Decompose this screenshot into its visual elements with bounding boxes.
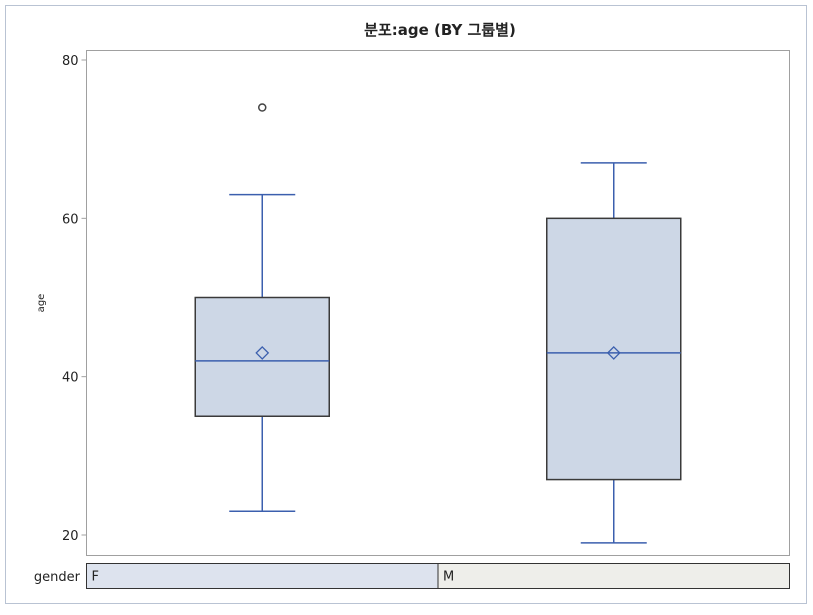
chart-title: 분포:age (BY 그룹별) xyxy=(364,21,516,39)
y-axis-label: age xyxy=(36,294,47,313)
y-axis-ticks: 20 40 60 80 xyxy=(62,54,87,544)
group-cell-M xyxy=(437,563,790,589)
plot-area xyxy=(86,50,790,556)
box-series xyxy=(194,103,682,544)
box-F xyxy=(194,103,330,512)
y-tick-label: 40 xyxy=(62,371,79,386)
group-axis-label: gender xyxy=(34,570,81,585)
box-iqr xyxy=(194,296,330,417)
y-tick-label: 20 xyxy=(62,529,79,544)
outlier-point xyxy=(258,103,267,112)
mean-marker xyxy=(606,345,621,360)
mean-marker xyxy=(255,345,270,360)
group-cell-label: M xyxy=(443,570,454,585)
group-cell-label: F xyxy=(92,570,99,585)
y-tick-label: 80 xyxy=(62,54,79,69)
box-iqr xyxy=(546,217,682,481)
group-cell-F xyxy=(86,563,439,589)
box-M xyxy=(546,162,682,544)
y-tick-label: 60 xyxy=(62,212,79,227)
